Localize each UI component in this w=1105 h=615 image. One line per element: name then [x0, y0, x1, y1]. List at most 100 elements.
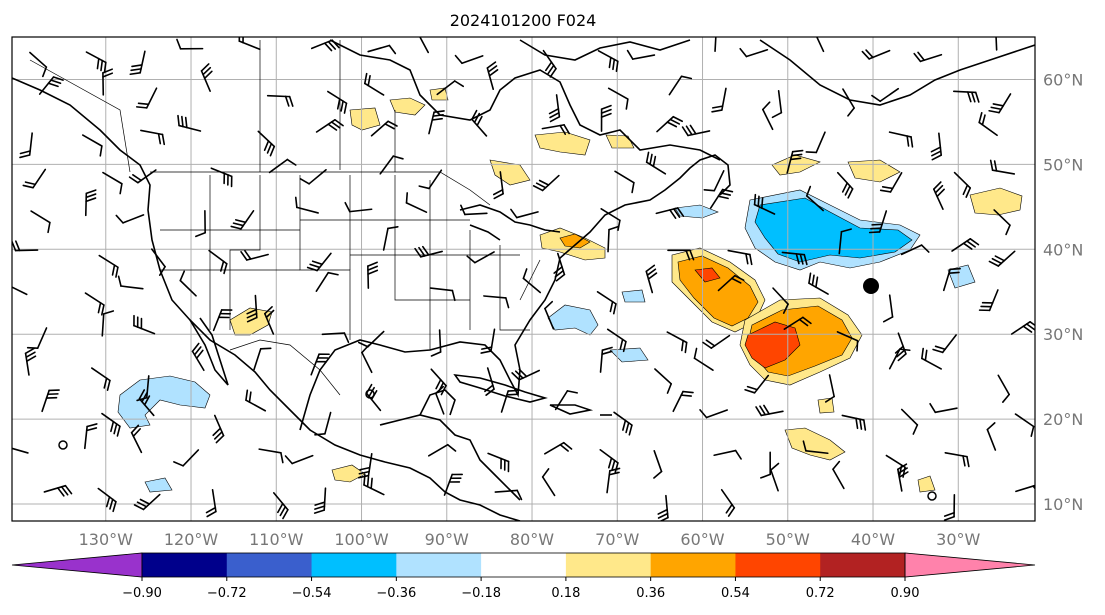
wind-barb: [315, 271, 339, 292]
lon-label: 40°W: [851, 530, 895, 549]
wind-barb: [195, 209, 206, 238]
wind-barb: [600, 207, 621, 231]
colorbar-tick-label: 0.72: [806, 586, 835, 601]
anomaly-contour: [389, 97, 426, 116]
wind-barb: [266, 94, 294, 107]
lon-label: 120°W: [164, 530, 219, 549]
wind-barb: [997, 374, 1010, 403]
wind-barb: [212, 414, 225, 444]
wind-barb: [781, 251, 808, 266]
wind-barb: [367, 261, 379, 289]
wind-barb: [245, 389, 267, 412]
wind-barb: [29, 51, 48, 78]
wind-barb: [888, 131, 914, 148]
wind-barbs: [12, 37, 1035, 521]
colorbar-frame: [141, 552, 906, 578]
wind-barb: [268, 158, 297, 174]
colorbar-swatch: [481, 553, 567, 577]
wind-barb: [995, 37, 998, 51]
wind-barb: [84, 292, 105, 316]
wind-barb: [714, 37, 717, 53]
wind-barb: [130, 424, 143, 454]
wind-barb: [22, 168, 47, 189]
political-borders: [29, 40, 541, 396]
anomaly-contour: [969, 187, 1023, 216]
wind-barb: [115, 214, 145, 224]
wind-barb: [429, 287, 456, 302]
wind-barb: [596, 290, 617, 315]
colorbar-swatch: [820, 553, 906, 577]
wind-barb: [978, 111, 998, 137]
colorbar-extend-min: [11, 552, 143, 578]
wind-barb: [953, 171, 972, 198]
wind-barb: [382, 225, 399, 251]
wind-barb: [868, 210, 888, 234]
lat-label: 30°N: [1043, 325, 1083, 344]
wind-barb: [38, 76, 64, 95]
wind-barb: [483, 295, 510, 309]
wind-barb: [929, 402, 958, 414]
anomaly-contour: [331, 464, 366, 483]
wind-barb: [81, 134, 103, 157]
lat-label: 50°N: [1043, 155, 1083, 174]
colorbar: −0.90 −0.72 −0.54 −0.36 −0.18 0.18 0.36 0.54 0.7…: [11, 552, 1036, 601]
wind-barb: [205, 489, 217, 518]
wind-barb: [253, 347, 272, 371]
wind-barb: [600, 104, 612, 132]
wind-barb: [702, 334, 731, 349]
anomaly-contour: [547, 304, 599, 336]
wind-barb: [879, 172, 903, 193]
wind-barb: [666, 331, 688, 354]
lat-label: 10°N: [1043, 495, 1083, 514]
wind-barb: [543, 441, 573, 455]
wind-barb: [888, 348, 911, 370]
wind-barb: [753, 193, 776, 215]
anomaly-contour: [534, 131, 591, 156]
wind-barb: [653, 450, 663, 479]
wind-barb: [357, 330, 385, 348]
wind-barb: [26, 327, 48, 349]
wind-barb: [102, 171, 123, 195]
wind-barb: [805, 131, 826, 154]
wind-barb: [258, 448, 284, 464]
wind-barb: [930, 132, 943, 161]
wind-barb: [12, 447, 29, 454]
wind-barb: [12, 275, 28, 296]
anomaly-contour: [694, 267, 721, 283]
wind-barb: [805, 185, 824, 212]
anomaly-contour: [144, 477, 173, 493]
lon-label: 30°W: [936, 530, 980, 549]
wind-barb: [988, 250, 1016, 267]
anomaly-contour: [947, 264, 976, 289]
wind-barb: [808, 272, 829, 295]
wind-barb: [986, 422, 997, 451]
wind-barb: [744, 374, 770, 394]
wind-barb: [313, 487, 327, 514]
wind-barb: [471, 109, 488, 137]
colorbar-tick-label: −0.90: [122, 586, 162, 601]
wind-barb: [138, 389, 155, 417]
lat-label: 40°N: [1043, 240, 1083, 259]
wind-barb: [607, 87, 629, 110]
wind-barb: [212, 309, 233, 332]
wind-barb: [41, 389, 60, 413]
wind-barb: [427, 443, 457, 457]
wind-barb: [613, 411, 633, 436]
wind-barb: [492, 171, 504, 200]
wind-barb: [117, 275, 144, 290]
wind-barb: [379, 155, 404, 175]
wind-barb: [486, 61, 499, 91]
anomaly-contours: [117, 87, 1023, 493]
wind-barb: [24, 347, 37, 376]
wind-barb: [841, 414, 867, 431]
calm-circle: [365, 389, 375, 399]
wind-barb: [436, 80, 465, 96]
wind-barb: [129, 50, 146, 76]
wind-barb: [133, 493, 161, 511]
lon-label: 130°W: [79, 530, 134, 549]
wind-barb: [102, 68, 114, 96]
colorbar-swatch: [650, 553, 736, 577]
wind-barb: [952, 90, 980, 103]
colorbar-swatch: [142, 553, 228, 577]
wind-barb: [709, 188, 734, 209]
